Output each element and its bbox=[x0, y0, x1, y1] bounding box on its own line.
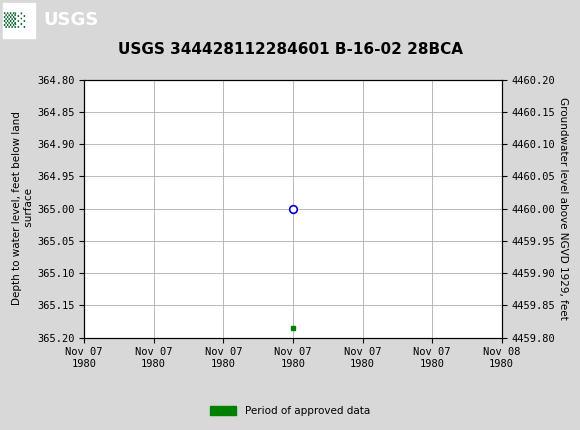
Text: USGS 344428112284601 B-16-02 28BCA: USGS 344428112284601 B-16-02 28BCA bbox=[118, 42, 462, 57]
Text: ▒░: ▒░ bbox=[3, 12, 27, 28]
Y-axis label: Depth to water level, feet below land
 surface: Depth to water level, feet below land su… bbox=[13, 112, 34, 305]
Y-axis label: Groundwater level above NGVD 1929, feet: Groundwater level above NGVD 1929, feet bbox=[558, 97, 568, 320]
Text: USGS: USGS bbox=[44, 12, 99, 29]
Legend: Period of approved data: Period of approved data bbox=[206, 402, 374, 421]
Bar bbox=[3, 3, 35, 37]
